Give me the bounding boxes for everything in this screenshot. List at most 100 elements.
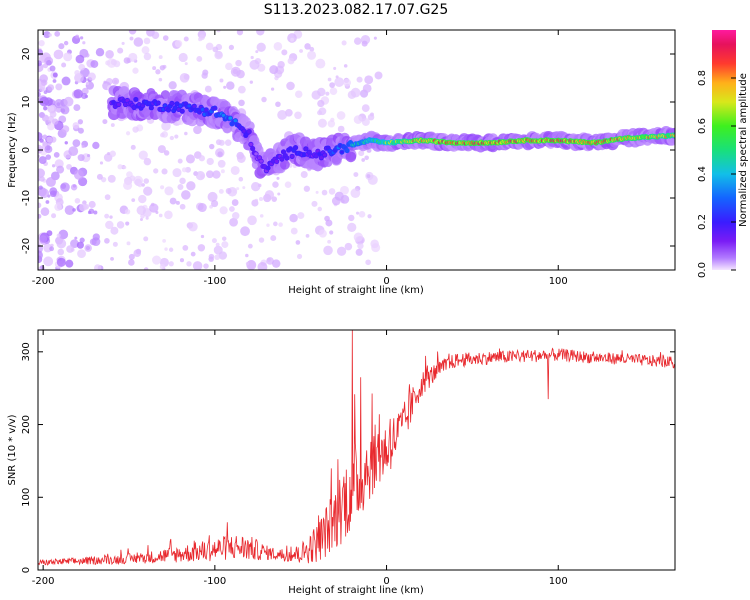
- heatmap-cell: [299, 49, 303, 53]
- heatmap-cell: [156, 101, 160, 105]
- heatmap-cell: [236, 187, 240, 191]
- heatmap-cell: [60, 182, 70, 193]
- heatmap-cell: [117, 164, 123, 170]
- heatmap-cell: [49, 65, 56, 72]
- heatmap-cell: [344, 242, 353, 251]
- heatmap-cell: [285, 156, 289, 160]
- heatmap-cell: [172, 168, 182, 178]
- heatmap-cell: [317, 206, 323, 212]
- heatmap-cell: [39, 235, 48, 244]
- x-tick-label: 100: [549, 276, 568, 287]
- heatmap-cell: [290, 37, 295, 42]
- heatmap-cell: [214, 254, 220, 261]
- heatmap-cell: [143, 52, 152, 61]
- heatmap-cell: [116, 102, 121, 107]
- heatmap-cell: [72, 139, 81, 148]
- heatmap-cell: [373, 36, 377, 40]
- heatmap-cell: [337, 125, 345, 133]
- heatmap-cell: [57, 248, 65, 256]
- heatmap-cell: [58, 43, 65, 50]
- heatmap-cell: [41, 114, 49, 122]
- x-tick-label: -200: [32, 576, 55, 587]
- heatmap-cell: [43, 31, 51, 39]
- heatmap-cell: [259, 159, 264, 163]
- heatmap-cell: [315, 190, 319, 194]
- heatmap-cell: [54, 31, 61, 37]
- heatmap-cell: [249, 80, 254, 84]
- heatmap-cell: [232, 189, 237, 194]
- heatmap-cell: [133, 175, 144, 186]
- heatmap-cell: [256, 30, 265, 36]
- heatmap-cell: [38, 91, 41, 98]
- y-tick-label: 300: [21, 342, 32, 361]
- heatmap-cell: [132, 105, 136, 110]
- heatmap-cell: [221, 236, 227, 241]
- spectrogram-ylabel: Frequency (Hz): [7, 112, 18, 188]
- heatmap-cell: [177, 158, 183, 164]
- heatmap-cell: [210, 199, 219, 208]
- heatmap-cell: [179, 177, 186, 185]
- heatmap-cell: [123, 57, 131, 64]
- heatmap-cell: [61, 76, 71, 86]
- heatmap-cell: [333, 66, 337, 70]
- figure-title: S113.2023.082.17.07.G25: [264, 2, 449, 18]
- heatmap-cell: [307, 150, 312, 154]
- heatmap-cell: [161, 121, 171, 131]
- heatmap-cell: [123, 165, 127, 170]
- heatmap-cell: [73, 169, 84, 180]
- heatmap-cell: [300, 171, 308, 179]
- heatmap-cell: [43, 90, 48, 95]
- heatmap-cell: [238, 176, 244, 182]
- heatmap-cell: [68, 146, 79, 157]
- heatmap-cell: [181, 167, 187, 173]
- heatmap-cell: [76, 241, 84, 249]
- heatmap-cell: [103, 80, 107, 84]
- x-tick-label: -200: [32, 276, 55, 287]
- heatmap-cell: [350, 188, 361, 199]
- heatmap-cell: [38, 213, 42, 219]
- heatmap-cell: [111, 100, 116, 105]
- heatmap-cell: [198, 37, 203, 42]
- heatmap-cell: [361, 104, 370, 113]
- heatmap-cell: [212, 46, 219, 53]
- colorbar-tick-label: 0.8: [697, 70, 708, 86]
- heatmap-cell: [209, 143, 215, 150]
- heatmap-cell: [175, 200, 180, 205]
- heatmap-cell: [73, 104, 81, 112]
- heatmap-cell: [155, 69, 161, 75]
- heatmap-cell: [79, 203, 87, 212]
- heatmap-cell: [229, 206, 235, 212]
- heatmap-cell: [198, 155, 205, 162]
- heatmap-cell: [50, 243, 54, 248]
- heatmap-cell: [247, 130, 251, 134]
- heatmap-cell: [366, 174, 371, 178]
- snr-xlabel: Height of straight line (km): [288, 585, 424, 596]
- heatmap-cell: [237, 85, 246, 94]
- heatmap-cell: [39, 96, 50, 107]
- heatmap-cell: [75, 34, 80, 39]
- colorbar-label: Normalized spectral amplitude: [738, 73, 749, 227]
- heatmap-cell: [77, 127, 84, 134]
- heatmap-cell: [278, 222, 283, 227]
- heatmap-cell: [110, 256, 114, 261]
- heatmap-cell: [149, 106, 154, 110]
- heatmap-cell: [158, 55, 163, 60]
- heatmap-cell: [56, 233, 61, 238]
- y-tick-label: 200: [21, 415, 32, 434]
- heatmap-cell: [157, 145, 166, 154]
- heatmap-cell: [134, 97, 138, 102]
- heatmap-cell: [219, 78, 224, 83]
- heatmap-cell: [350, 87, 361, 98]
- heatmap-cell: [277, 192, 281, 196]
- x-tick-label: -100: [203, 276, 226, 287]
- heatmap-cell: [161, 168, 168, 175]
- heatmap-cell: [48, 33, 52, 37]
- heatmap-cell: [353, 115, 363, 124]
- colorbar-ticks: 0.0 0.2 0.4 0.6 0.8: [697, 70, 736, 278]
- heatmap-cell: [56, 165, 65, 174]
- heatmap-cell: [87, 72, 96, 81]
- heatmap-cell: [295, 240, 301, 245]
- heatmap-cell: [245, 262, 250, 266]
- heatmap-cell: [45, 176, 56, 187]
- heatmap-cell: [196, 56, 203, 62]
